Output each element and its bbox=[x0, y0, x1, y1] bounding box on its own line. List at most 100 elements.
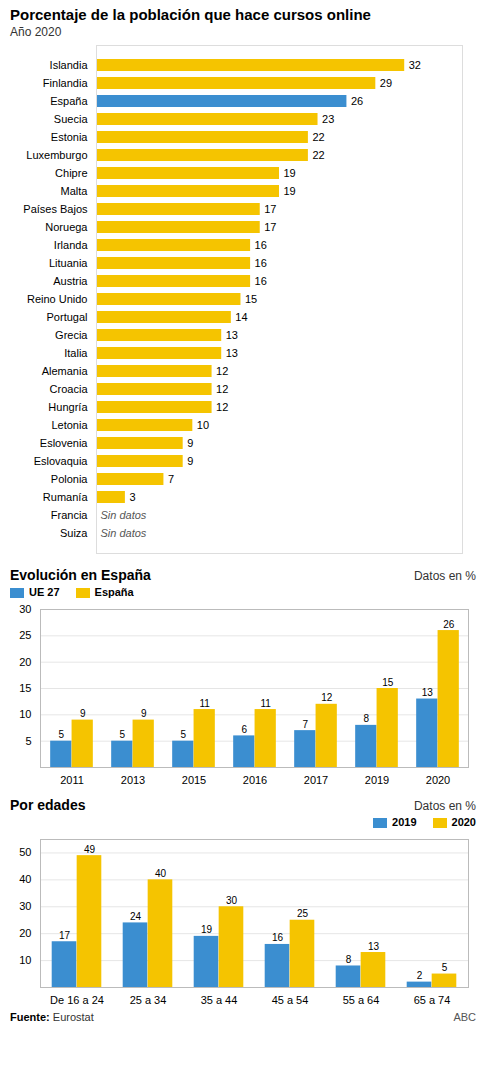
svg-text:5: 5 bbox=[181, 729, 187, 740]
svg-text:12: 12 bbox=[216, 383, 228, 395]
svg-text:Luxemburgo: Luxemburgo bbox=[26, 149, 87, 161]
svg-text:De 16 a 24: De 16 a 24 bbox=[50, 994, 104, 1006]
svg-text:17: 17 bbox=[264, 221, 276, 233]
svg-text:2019: 2019 bbox=[365, 774, 389, 786]
svg-text:2017: 2017 bbox=[304, 774, 328, 786]
svg-text:Suecia: Suecia bbox=[54, 113, 89, 125]
svg-text:32: 32 bbox=[409, 59, 421, 71]
svg-text:5: 5 bbox=[59, 729, 65, 740]
svg-text:Chipre: Chipre bbox=[55, 167, 87, 179]
svg-text:Irlanda: Irlanda bbox=[54, 239, 89, 251]
svg-text:14: 14 bbox=[235, 311, 247, 323]
svg-text:19: 19 bbox=[201, 924, 213, 935]
svg-text:Hungría: Hungría bbox=[48, 401, 88, 413]
svg-text:15: 15 bbox=[382, 677, 394, 688]
svg-text:Estonia: Estonia bbox=[51, 131, 89, 143]
svg-text:Islandia: Islandia bbox=[50, 59, 89, 71]
svg-text:13: 13 bbox=[368, 941, 380, 952]
svg-text:22: 22 bbox=[312, 149, 324, 161]
svg-text:17: 17 bbox=[59, 930, 71, 941]
svg-text:Portugal: Portugal bbox=[47, 311, 88, 323]
svg-text:30: 30 bbox=[19, 603, 31, 615]
svg-text:España: España bbox=[50, 95, 88, 107]
svg-text:12: 12 bbox=[216, 365, 228, 377]
svg-text:Reino Unido: Reino Unido bbox=[27, 293, 88, 305]
svg-text:19: 19 bbox=[284, 167, 296, 179]
svg-text:26: 26 bbox=[443, 619, 455, 630]
svg-text:12: 12 bbox=[216, 401, 228, 413]
svg-text:24: 24 bbox=[130, 911, 142, 922]
svg-text:2013: 2013 bbox=[121, 774, 145, 786]
svg-text:25 a 34: 25 a 34 bbox=[130, 994, 167, 1006]
svg-text:25: 25 bbox=[19, 629, 31, 641]
svg-text:13: 13 bbox=[226, 329, 238, 341]
svg-text:40: 40 bbox=[155, 868, 167, 879]
svg-text:9: 9 bbox=[187, 455, 193, 467]
svg-text:13: 13 bbox=[226, 347, 238, 359]
svg-text:7: 7 bbox=[168, 473, 174, 485]
svg-text:16: 16 bbox=[255, 257, 267, 269]
svg-text:65 a 74: 65 a 74 bbox=[414, 994, 451, 1006]
svg-text:9: 9 bbox=[141, 708, 147, 719]
svg-text:Alemania: Alemania bbox=[42, 365, 89, 377]
svg-text:Lituania: Lituania bbox=[49, 257, 88, 269]
svg-text:23: 23 bbox=[322, 113, 334, 125]
svg-text:49: 49 bbox=[84, 844, 96, 855]
svg-text:30: 30 bbox=[19, 900, 31, 912]
svg-text:5: 5 bbox=[25, 735, 31, 747]
svg-text:9: 9 bbox=[187, 437, 193, 449]
svg-text:16: 16 bbox=[255, 239, 267, 251]
svg-text:16: 16 bbox=[255, 275, 267, 287]
svg-text:Grecia: Grecia bbox=[55, 329, 88, 341]
svg-text:9: 9 bbox=[80, 708, 86, 719]
svg-text:Eslovaquia: Eslovaquia bbox=[34, 455, 89, 467]
svg-text:Eslovenia: Eslovenia bbox=[40, 437, 89, 449]
svg-text:Suiza: Suiza bbox=[60, 527, 88, 539]
svg-text:55 a 64: 55 a 64 bbox=[343, 994, 380, 1006]
svg-text:Sin datos: Sin datos bbox=[101, 509, 147, 521]
svg-text:17: 17 bbox=[264, 203, 276, 215]
svg-text:8: 8 bbox=[364, 713, 370, 724]
svg-text:15: 15 bbox=[245, 293, 257, 305]
svg-text:Sin datos: Sin datos bbox=[101, 527, 147, 539]
svg-text:20: 20 bbox=[19, 927, 31, 939]
svg-text:7: 7 bbox=[303, 719, 309, 730]
svg-text:10: 10 bbox=[19, 708, 31, 720]
svg-text:19: 19 bbox=[284, 185, 296, 197]
svg-text:2011: 2011 bbox=[60, 774, 84, 786]
svg-text:26: 26 bbox=[351, 95, 363, 107]
svg-text:10: 10 bbox=[197, 419, 209, 431]
svg-text:2: 2 bbox=[417, 970, 423, 981]
svg-text:13: 13 bbox=[422, 687, 434, 698]
svg-text:25: 25 bbox=[297, 908, 309, 919]
svg-text:Austria: Austria bbox=[53, 275, 88, 287]
svg-text:29: 29 bbox=[380, 77, 392, 89]
svg-text:Francia: Francia bbox=[51, 509, 89, 521]
svg-text:35 a 44: 35 a 44 bbox=[201, 994, 238, 1006]
svg-text:Rumanía: Rumanía bbox=[43, 491, 89, 503]
svg-text:16: 16 bbox=[272, 932, 284, 943]
svg-text:2016: 2016 bbox=[243, 774, 267, 786]
svg-text:2015: 2015 bbox=[182, 774, 206, 786]
svg-text:20: 20 bbox=[19, 656, 31, 668]
svg-text:Finlandia: Finlandia bbox=[43, 77, 89, 89]
svg-text:50: 50 bbox=[19, 846, 31, 858]
svg-text:5: 5 bbox=[120, 729, 126, 740]
svg-text:10: 10 bbox=[19, 954, 31, 966]
svg-text:Noruega: Noruega bbox=[45, 221, 88, 233]
svg-text:Malta: Malta bbox=[61, 185, 89, 197]
svg-text:11: 11 bbox=[200, 698, 211, 709]
svg-text:11: 11 bbox=[261, 698, 272, 709]
svg-text:3: 3 bbox=[129, 491, 135, 503]
svg-text:5: 5 bbox=[442, 962, 448, 973]
svg-text:Países Bajos: Países Bajos bbox=[23, 203, 88, 215]
svg-text:Letonia: Letonia bbox=[51, 419, 88, 431]
svg-text:Croacia: Croacia bbox=[50, 383, 89, 395]
svg-text:40: 40 bbox=[19, 873, 31, 885]
svg-text:12: 12 bbox=[321, 692, 333, 703]
svg-text:6: 6 bbox=[242, 724, 248, 735]
svg-text:Polonia: Polonia bbox=[51, 473, 89, 485]
svg-text:15: 15 bbox=[19, 682, 31, 694]
svg-text:Italia: Italia bbox=[64, 347, 88, 359]
svg-text:30: 30 bbox=[226, 895, 238, 906]
